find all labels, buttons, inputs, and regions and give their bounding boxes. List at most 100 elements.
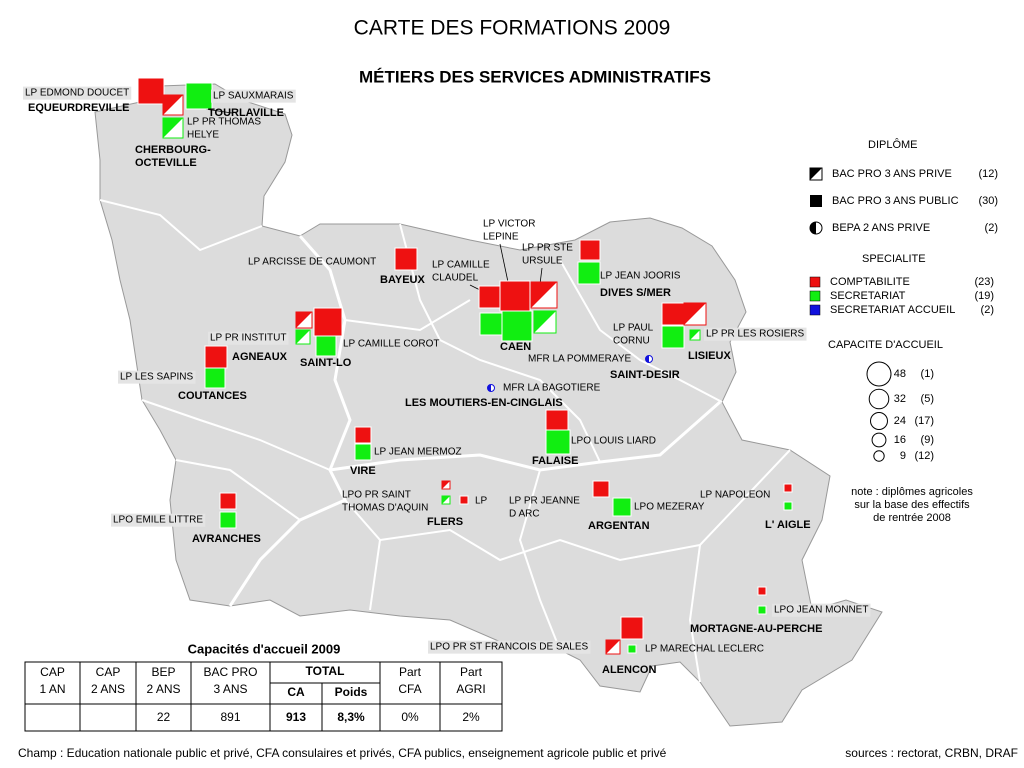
formation-marker (354, 426, 372, 444)
establishment-label: LP PR STE (522, 243, 573, 254)
town-label: CAEN (500, 341, 531, 353)
capacity-circle (871, 432, 887, 448)
legend-label: BEPA 2 ANS PRIVE (832, 222, 930, 234)
formation-marker (579, 239, 601, 261)
formation-marker (545, 409, 569, 433)
formation-marker-half (684, 303, 706, 325)
formation-marker-half (690, 330, 700, 340)
establishment-label: LPO EMILE LITTRE (113, 515, 203, 526)
legend-value: 24 (894, 415, 906, 427)
legend-count: (23) (974, 276, 994, 288)
formation-marker-half (531, 282, 557, 308)
establishment-label: CORNU (613, 336, 650, 347)
formation-marker (499, 280, 531, 312)
district-boundary (688, 544, 701, 683)
legend-label: BAC PRO 3 ANS PUBLIC (832, 195, 959, 207)
town-label: DIVES S/MER (600, 287, 671, 299)
establishment-label: LP VICTOR (483, 219, 535, 230)
footer-scope: Champ : Education nationale public et pr… (18, 746, 667, 760)
district-boundary (518, 469, 561, 651)
capacity-circle (866, 361, 892, 387)
town-label: EQUEURDREVILLE (28, 102, 129, 114)
subtitle: MÉTIERS DES SERVICES ADMINISTRATIFS (359, 67, 711, 86)
formation-marker (661, 302, 685, 326)
establishment-label: LP PR INSTITUT (210, 333, 287, 344)
establishment-label: CLAUDEL (432, 273, 479, 284)
note: sur la base des effectifs (854, 499, 970, 511)
formation-marker (315, 335, 337, 357)
legend-count: (9) (921, 434, 934, 446)
label-background (772, 603, 871, 617)
legend-count: (17) (914, 415, 934, 427)
table-frame (24, 661, 503, 732)
capacity-table: Capacités d'accueil 2009 CAP 1 AN CAP 2 ANS B… (24, 641, 503, 732)
legend-swatch (809, 304, 821, 316)
town-label: FLERS (427, 516, 463, 528)
table-header: AGRI (456, 682, 485, 696)
label-background (211, 89, 296, 103)
legend-count: (1) (921, 368, 934, 380)
establishment-label: LP (475, 496, 488, 507)
capacity-circle (868, 388, 890, 410)
table-subheader: Poids (335, 685, 368, 699)
establishment-label: LP MARECHAL LECLERC (645, 644, 764, 655)
establishment-label: LP NAPOLEON (700, 490, 770, 501)
town-label: L' AIGLE (765, 519, 811, 531)
table-cell: 2% (462, 710, 480, 724)
legend-count: (19) (974, 290, 994, 302)
district-boundary (141, 399, 331, 471)
title: CARTE DES FORMATIONS 2009 (354, 17, 671, 40)
establishment-label: LPO MEZERAY (634, 502, 705, 513)
table-cell: 913 (286, 710, 306, 724)
legend-symbol-half (810, 222, 816, 234)
table-header: 2 ANS (146, 682, 180, 696)
legend-value: 16 (894, 434, 906, 446)
capacity-circle (870, 412, 888, 430)
formation-marker (394, 247, 418, 271)
formation-marker-half (606, 640, 620, 654)
table-cell: 0% (401, 710, 419, 724)
legend-swatch (809, 290, 821, 302)
establishment-label: MFR LA BAGOTIERE (503, 383, 601, 394)
labels: EQUEURDREVILLE TOURLAVILLE CHERBOURG-OCTEV… (23, 86, 871, 676)
formation-marker (661, 325, 685, 349)
legend-count: (30) (978, 195, 998, 207)
table-header: BEP (151, 665, 175, 679)
town-label: SAINT-DESIR (610, 369, 680, 381)
note: note : diplômes agricoles (851, 486, 973, 498)
legend-label: SECRETARIAT ACCUEIL (830, 304, 955, 316)
town-label: LISIEUX (688, 350, 731, 362)
table-header: 2 ANS (91, 682, 125, 696)
establishment-label: LPO LOUIS LIARD (571, 436, 656, 447)
formation-marker (627, 644, 637, 654)
boundaries (99, 199, 791, 683)
formation-marker (219, 511, 237, 529)
town-label: CHERBOURG- (135, 144, 211, 156)
table-header: 3 ANS (213, 682, 247, 696)
label-background (208, 331, 289, 345)
formation-marker (783, 483, 793, 493)
town-label: AGNEAUX (232, 351, 288, 363)
label-background (118, 370, 196, 384)
formation-marker (577, 261, 601, 285)
department-boundary (228, 235, 352, 607)
formation-marker-half (534, 311, 556, 333)
leader-line (539, 267, 543, 285)
table-header: Part (399, 665, 422, 679)
town-label: ALENCON (602, 664, 656, 676)
town-label: VIRE (350, 465, 376, 477)
formation-marker (137, 77, 165, 105)
legend-heading: SPECIALITE (862, 253, 926, 265)
establishment-label: HELYE (187, 130, 219, 141)
table-header: CFA (398, 682, 421, 696)
establishment-label: LPO JEAN MONNET (774, 605, 868, 616)
bepa-marker-half (645, 355, 649, 363)
district-boundary (559, 259, 723, 403)
legend-label: BAC PRO 3 ANS PRIVE (832, 168, 952, 180)
formation-marker (479, 312, 503, 336)
note: de rentrée 2008 (873, 512, 951, 524)
formation-marker (620, 616, 644, 640)
legend-symbol (810, 195, 822, 207)
district-boundary (344, 299, 471, 332)
establishment-label: LP JEAN MERMOZ (374, 447, 462, 458)
